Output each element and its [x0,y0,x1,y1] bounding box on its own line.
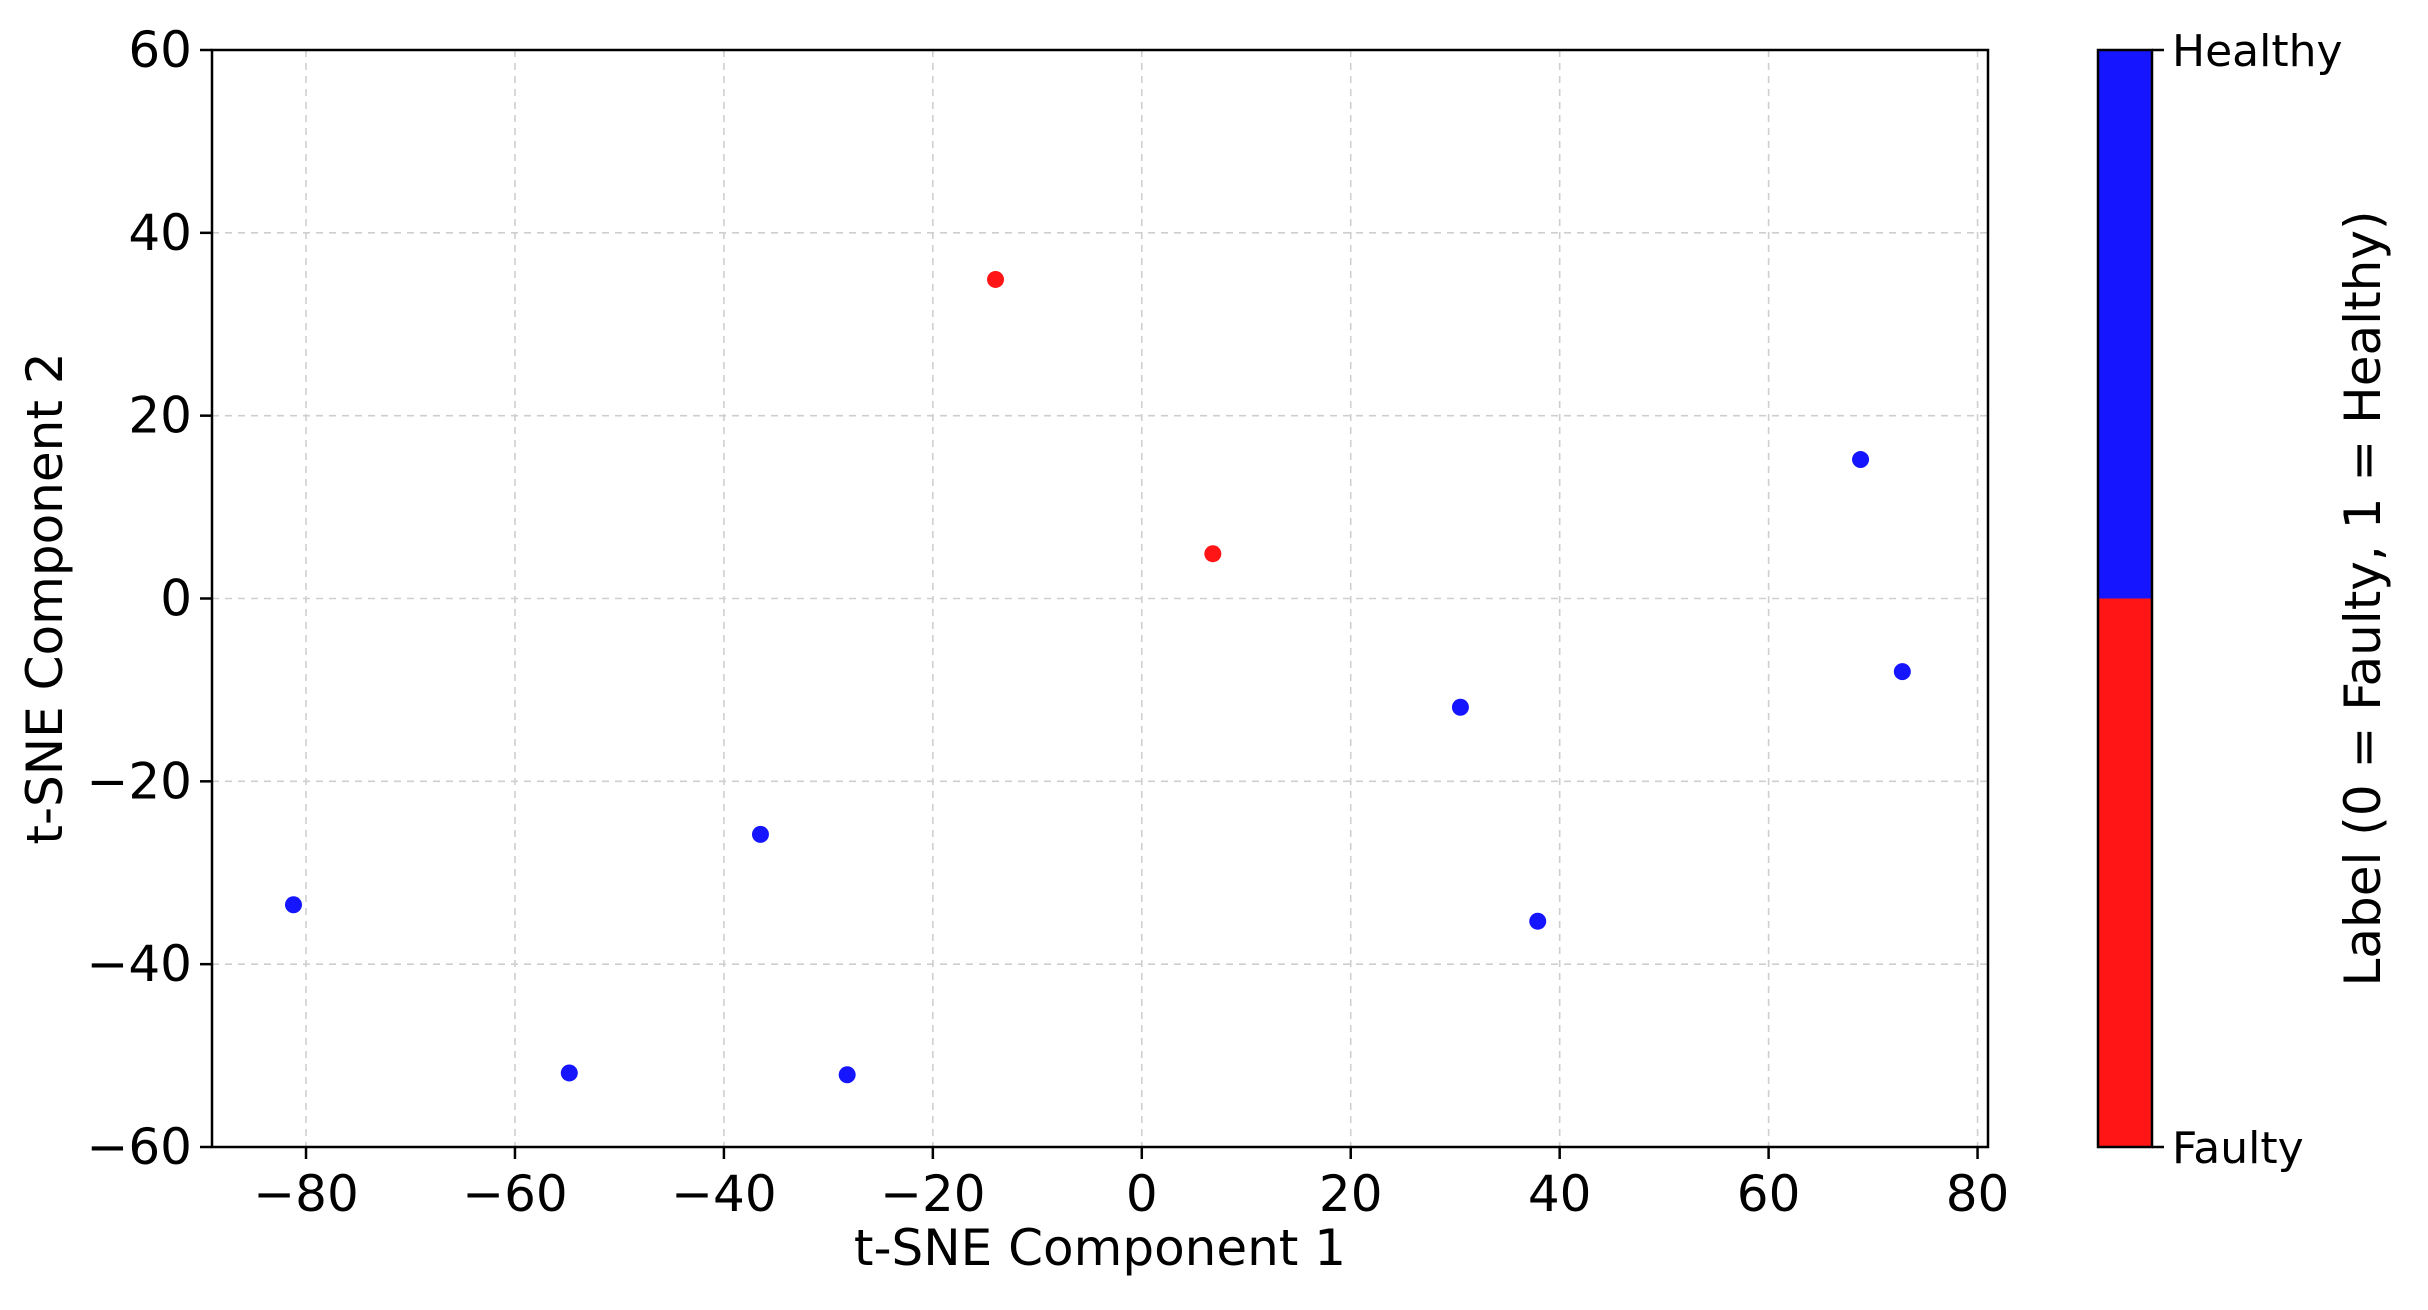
y-tick-label: −40 [86,935,192,993]
colorbar-segment-faulty [2098,598,2152,1147]
y-axis-label: t-SNE Component 2 [16,352,74,844]
x-tick-label: 40 [1528,1165,1592,1223]
x-tick-label: −60 [462,1165,568,1223]
colorbar-segment-healthy [2098,50,2152,599]
healthy-point [1893,663,1911,681]
healthy-point [1852,451,1870,469]
x-tick-label: 0 [1126,1165,1158,1223]
y-tick-label: 0 [160,570,192,628]
healthy-point [560,1064,578,1082]
healthy-point [838,1066,856,1084]
x-tick-label: −80 [253,1165,359,1223]
colorbar-tick-label: Healthy [2172,26,2343,77]
x-tick-label: 80 [1946,1165,2010,1223]
x-axis-label: t-SNE Component 1 [854,1219,1346,1277]
y-tick-label: 60 [128,21,192,79]
healthy-point [284,896,302,914]
colorbar-frame [2096,48,2154,1149]
y-tick-label: −20 [86,752,192,810]
grid-lines [212,49,1988,1148]
x-axis-ticks: −80 −60 −40 −20 0 20 40 60 80 [253,1147,2009,1223]
x-tick-label: −40 [671,1165,777,1223]
y-tick-label: 40 [128,204,192,262]
colorbar-label: Label (0 = Faulty, 1 = Healthy) [2334,211,2392,987]
colorbar-ticks: Healthy Faulty [2152,26,2343,1174]
y-tick-label: −60 [86,1118,192,1176]
x-tick-label: −20 [880,1165,986,1223]
y-axis-ticks: −60 −40 −20 0 20 40 60 [86,21,212,1176]
y-tick-label: 20 [128,387,192,445]
healthy-point [1529,912,1547,930]
faulty-point [987,270,1005,288]
x-tick-label: 60 [1737,1165,1801,1223]
healthy-point [751,825,769,843]
healthy-point [1451,698,1469,716]
x-tick-label: 20 [1319,1165,1383,1223]
colorbar-tick-label: Faulty [2172,1123,2304,1174]
colorbar: Healthy Faulty Label (0 = Faulty, 1 = Hea… [2096,26,2392,1174]
data-points [284,270,1911,1084]
faulty-point [1204,545,1222,563]
